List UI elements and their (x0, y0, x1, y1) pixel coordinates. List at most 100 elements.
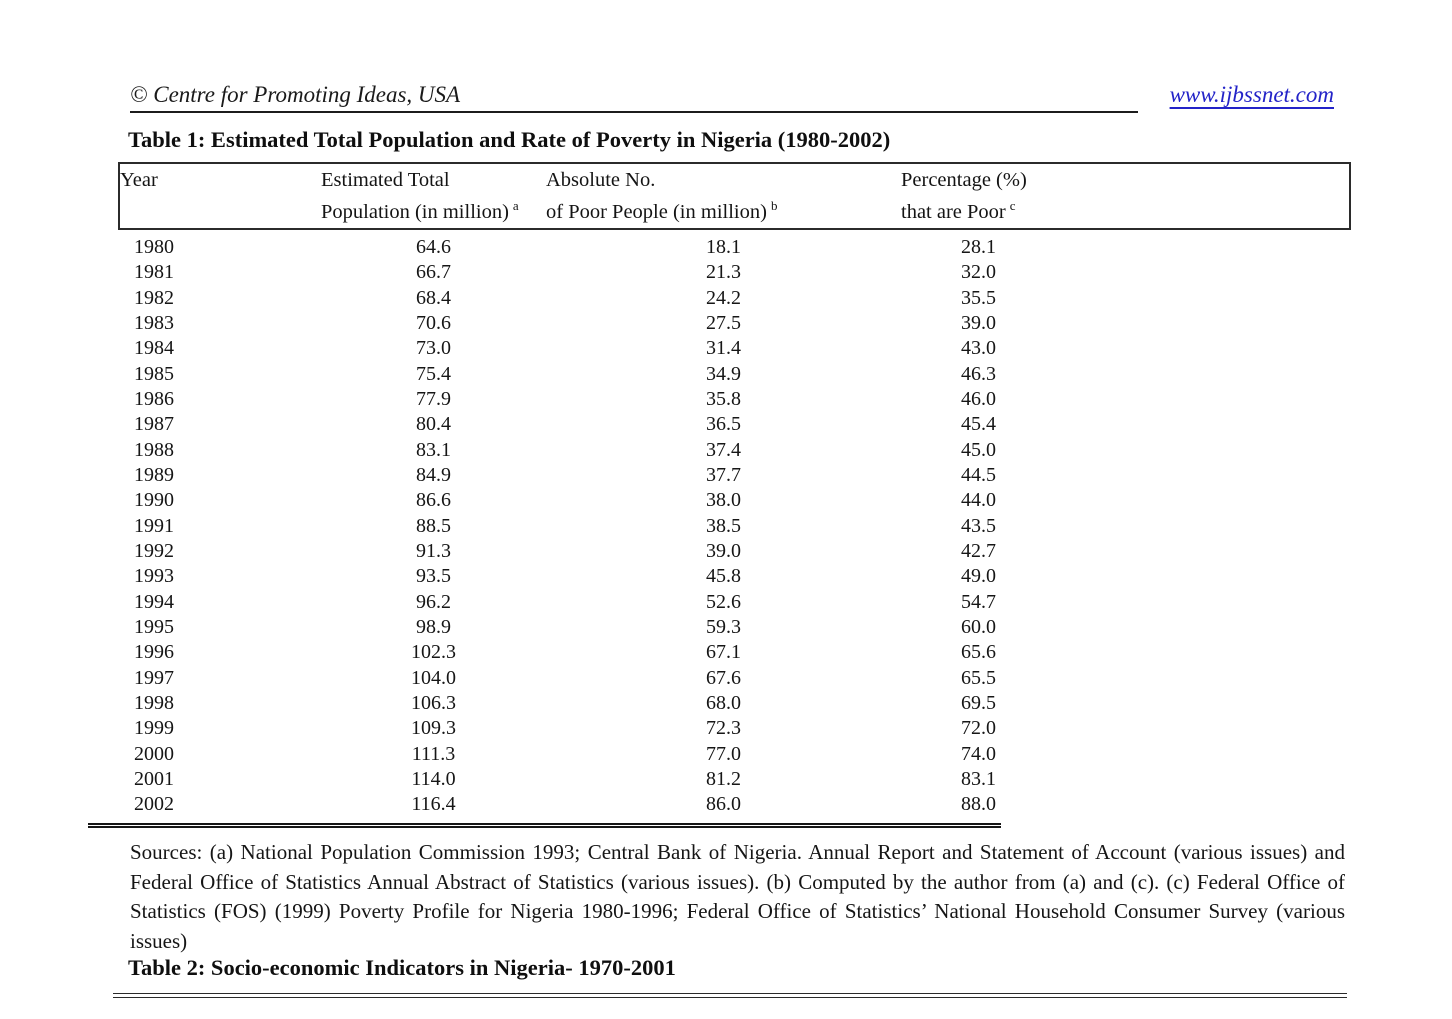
filler-cell (1056, 539, 1350, 564)
value-cell: 39.0 (706, 539, 741, 562)
filler-cell (1056, 387, 1350, 412)
value-cell: 91.3 (416, 539, 451, 562)
value-cell: 65.6 (961, 641, 996, 664)
value-cell: 46.3 (961, 362, 996, 385)
table-row: 1983 70.6 27.5 39.0 (119, 311, 1350, 336)
value-cell: 72.0 (961, 717, 996, 740)
value-cell: 38.5 (706, 514, 741, 537)
value-cell: 84.9 (416, 463, 451, 486)
value-cell: 68.4 (416, 286, 451, 309)
value-cell: 109.3 (411, 717, 456, 740)
table-row: 1999 109.3 72.3 72.0 (119, 716, 1350, 741)
value-cell: 88.0 (961, 793, 996, 816)
filler-cell (1056, 691, 1350, 716)
value-cell: 45.4 (961, 413, 996, 436)
filler-cell (1056, 260, 1350, 285)
table-bottom-rule (88, 823, 1001, 828)
column-header-line2: of Poor People (in million) (546, 200, 767, 223)
value-cell: 77.0 (706, 742, 741, 765)
poverty-table: Year Estimated Total Population (in mill… (118, 162, 1351, 818)
table-row: 1982 68.4 24.2 35.5 (119, 286, 1350, 311)
value-cell: 35.5 (961, 286, 996, 309)
filler-cell (1056, 229, 1350, 260)
table-row: 2002 116.4 86.0 88.0 (119, 792, 1350, 817)
filler-cell (1056, 514, 1350, 539)
table-row: 1992 91.3 39.0 42.7 (119, 539, 1350, 564)
year-cell: 1986 (134, 387, 174, 410)
value-cell: 28.1 (961, 235, 996, 258)
column-header-poor-people: Absolute No. of Poor People (in million)… (546, 162, 901, 230)
value-cell: 43.0 (961, 337, 996, 360)
year-cell: 1994 (134, 590, 174, 613)
value-cell: 45.0 (961, 438, 996, 461)
table-row: 1994 96.2 52.6 54.7 (119, 590, 1350, 615)
filler-cell (1056, 792, 1350, 817)
filler-cell (1056, 767, 1350, 792)
column-header-filler (1056, 162, 1351, 230)
value-cell: 77.9 (416, 387, 451, 410)
value-cell: 75.4 (416, 362, 451, 385)
table-row: 1995 98.9 59.3 60.0 (119, 615, 1350, 640)
table-row: 1984 73.0 31.4 43.0 (119, 336, 1350, 361)
value-cell: 96.2 (416, 590, 451, 613)
table-row: 1989 84.9 37.7 44.5 (119, 463, 1350, 488)
value-cell: 114.0 (411, 768, 456, 791)
table-row: 1990 86.6 38.0 44.0 (119, 488, 1350, 513)
value-cell: 70.6 (416, 311, 451, 334)
value-cell: 60.0 (961, 615, 996, 638)
year-cell: 1981 (134, 261, 174, 284)
value-cell: 104.0 (411, 666, 456, 689)
filler-cell (1056, 564, 1350, 589)
value-cell: 27.5 (706, 311, 741, 334)
value-cell: 44.0 (961, 489, 996, 512)
value-cell: 24.2 (706, 286, 741, 309)
year-cell: 1990 (134, 489, 174, 512)
filler-cell (1056, 336, 1350, 361)
year-cell: 1988 (134, 438, 174, 461)
value-cell: 35.8 (706, 387, 741, 410)
value-cell: 69.5 (961, 692, 996, 715)
year-cell: 1997 (134, 666, 174, 689)
year-cell: 2001 (134, 768, 174, 791)
copyright-notice: © Centre for Promoting Ideas, USA (130, 82, 461, 107)
table-row: 1987 80.4 36.5 45.4 (119, 412, 1350, 437)
table2-title: Table 2: Socio-economic Indicators in Ni… (128, 955, 676, 980)
column-header-year: Year (118, 162, 321, 230)
value-cell: 93.5 (416, 565, 451, 588)
website-link[interactable]: www.ijbssnet.com (1169, 82, 1334, 107)
year-cell: 1987 (134, 413, 174, 436)
filler-cell (1056, 286, 1350, 311)
value-cell: 106.3 (411, 692, 456, 715)
page-bottom-rule (113, 993, 1347, 998)
table-row: 1986 77.9 35.8 46.0 (119, 387, 1350, 412)
value-cell: 34.9 (706, 362, 741, 385)
value-cell: 67.1 (706, 641, 741, 664)
year-cell: 1998 (134, 692, 174, 715)
value-cell: 45.8 (706, 565, 741, 588)
year-cell: 1993 (134, 565, 174, 588)
table-row: 1985 75.4 34.9 46.3 (119, 362, 1350, 387)
value-cell: 66.7 (416, 261, 451, 284)
value-cell: 46.0 (961, 387, 996, 410)
table-body: 1980 64.6 18.1 28.1 1981 66.7 21.3 32.0 1982 68.4… (119, 229, 1350, 818)
table-row: 2000 111.3 77.0 74.0 (119, 742, 1350, 767)
year-cell: 1999 (134, 717, 174, 740)
table-row: 1981 66.7 21.3 32.0 (119, 260, 1350, 285)
table1-container: Year Estimated Total Population (in mill… (118, 162, 1351, 818)
value-cell: 68.0 (706, 692, 741, 715)
year-cell: 1983 (134, 311, 174, 334)
column-header-percentage-poor: Percentage (%) that are Poor c (901, 162, 1056, 230)
footnote-marker-a: a (512, 198, 519, 213)
value-cell: 80.4 (416, 413, 451, 436)
column-header-population: Estimated Total Population (in million) a (321, 162, 546, 230)
table-row: 2001 114.0 81.2 83.1 (119, 767, 1350, 792)
year-cell: 1980 (134, 235, 174, 258)
value-cell: 65.5 (961, 666, 996, 689)
year-cell: 1995 (134, 615, 174, 638)
value-cell: 52.6 (706, 590, 741, 613)
value-cell: 37.7 (706, 463, 741, 486)
sources-note: Sources: (a) National Population Commiss… (130, 840, 1345, 953)
table-row: 1997 104.0 67.6 65.5 (119, 666, 1350, 691)
value-cell: 116.4 (411, 793, 456, 816)
